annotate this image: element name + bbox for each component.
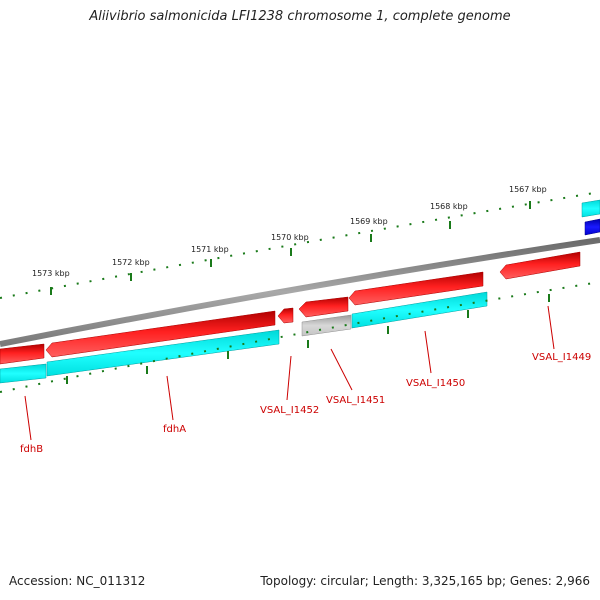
outer-major-ticks [50,201,531,295]
outer-tick-dots [0,191,600,299]
kbp-label-1573: 1573 kbp [32,269,70,278]
gene-fdhA-arrow [45,310,276,358]
kbp-label-1572: 1572 kbp [112,258,150,267]
gene-label-VSAL_I1451: VSAL_I1451 [326,395,385,406]
accession-label: Accession: NC_011312 [9,574,146,588]
gene-label-VSAL_I1452: VSAL_I1452 [260,405,319,416]
gene-VSAL_I1449-arrow [499,251,581,280]
kbp-label-1571: 1571 kbp [191,245,229,254]
label-leaders [24,305,555,441]
kbp-label-1569: 1569 kbp [350,217,388,226]
inner-tick-dots [0,281,600,393]
forward-genes [0,251,581,365]
cds-fdhA [46,329,280,377]
gene-label-fdhA: fdhA [163,424,186,435]
map-title: Aliivibrio salmonicida LFI1238 chromosom… [89,9,511,24]
kbp-label-1570: 1570 kbp [271,233,309,242]
kbp-label-1567: 1567 kbp [509,185,547,194]
gene-label-fdhB: fdhB [20,444,43,455]
gene-label-VSAL_I1450: VSAL_I1450 [406,378,465,389]
gene-VSAL_I1451-arrow [298,296,349,318]
cds-VSAL_I1451 [301,314,352,337]
cds-VSAL_I1450 [351,291,488,329]
cds-fdhB [0,363,47,384]
backbone-circle [0,237,600,347]
topology-label: Topology: circular; Length: 3,325,165 bp… [260,574,590,588]
gene-fdhB-arrow [0,343,45,365]
cds-right-edge [581,199,600,218]
blue-feature [584,218,600,236]
gene-labels: fdhB fdhA VSAL_I1452 VSAL_I1451 VSAL_I14… [20,352,591,455]
gene-label-VSAL_I1449: VSAL_I1449 [532,352,591,363]
inner-major-ticks [66,294,550,384]
kbp-label-1568: 1568 kbp [430,202,468,211]
gene-VSAL_I1450-arrow [348,271,484,306]
cds-track [0,199,600,384]
gene-VSAL_I1452-arrow [277,307,294,324]
kbp-labels: 1573 kbp 1572 kbp 1571 kbp 1570 kbp 1569… [32,185,547,278]
